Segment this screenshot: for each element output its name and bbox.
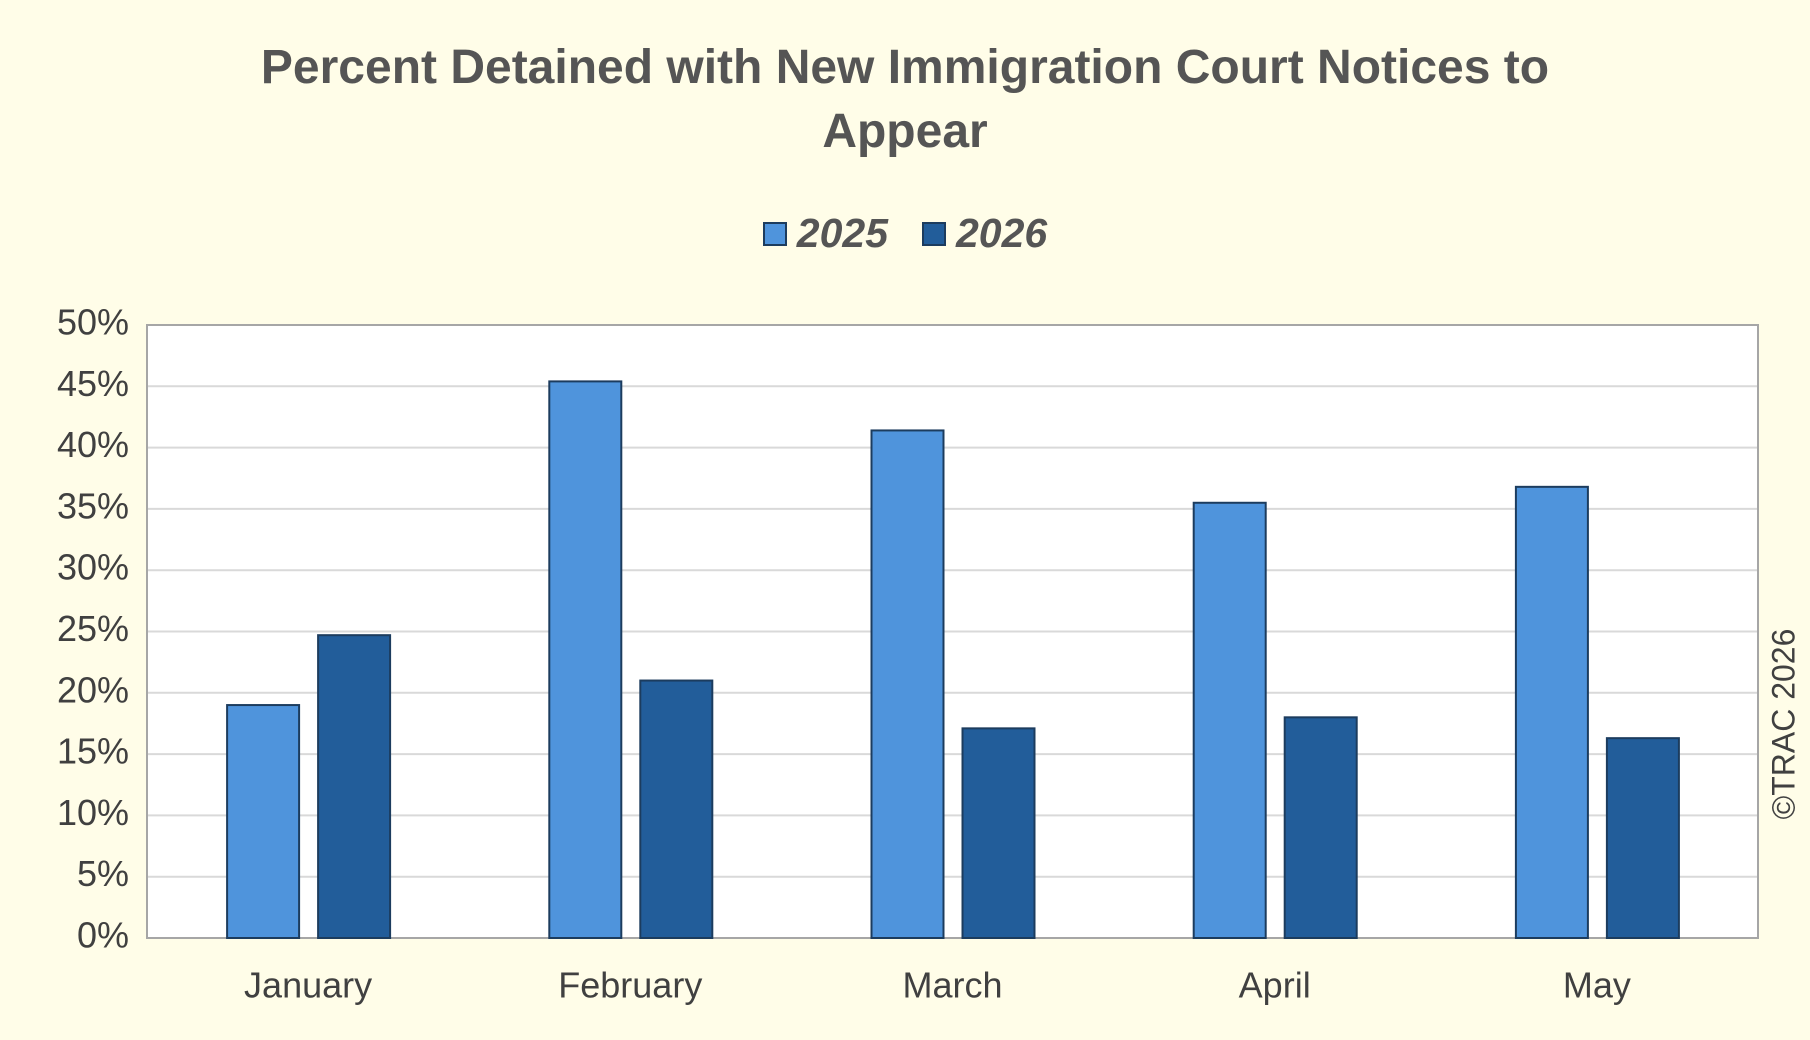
y-tick-label: 45% bbox=[57, 363, 129, 404]
legend-label: 2025 bbox=[796, 210, 888, 256]
y-tick-label: 20% bbox=[57, 669, 129, 710]
x-tick-label: April bbox=[1239, 965, 1311, 1006]
bar bbox=[317, 634, 392, 939]
plot-border bbox=[146, 324, 1759, 939]
chart-title: Percent Detained with New Immigration Co… bbox=[260, 41, 1550, 158]
x-tick-label: February bbox=[558, 965, 702, 1006]
legend-swatch bbox=[922, 221, 946, 246]
y-tick-label: 0% bbox=[77, 915, 129, 956]
y-tick-label: 15% bbox=[57, 731, 129, 772]
x-tick-label: May bbox=[1563, 965, 1631, 1006]
legend-label: 2026 bbox=[956, 210, 1048, 256]
y-tick-label: 5% bbox=[77, 853, 129, 894]
bar bbox=[1283, 716, 1358, 939]
bar bbox=[961, 727, 1036, 939]
y-tick-label: 40% bbox=[57, 424, 129, 465]
x-tick-label: January bbox=[244, 965, 372, 1006]
bar bbox=[226, 704, 301, 939]
y-tick-label: 35% bbox=[57, 485, 129, 526]
bar bbox=[548, 380, 623, 939]
watermark: ©TRAC 2026 bbox=[1765, 629, 1801, 820]
bar bbox=[1605, 737, 1680, 939]
bar bbox=[870, 429, 945, 939]
bar bbox=[1192, 501, 1267, 939]
bar bbox=[639, 679, 714, 939]
legend-swatch bbox=[762, 221, 787, 246]
bar bbox=[1514, 485, 1589, 939]
y-tick-label: 10% bbox=[57, 792, 129, 833]
y-tick-label: 25% bbox=[57, 608, 129, 649]
legend-item: 2025 bbox=[762, 210, 888, 257]
x-tick-label: March bbox=[902, 965, 1002, 1006]
legend: 2025 2026 bbox=[0, 210, 1810, 257]
y-tick-label: 30% bbox=[57, 547, 129, 588]
legend-item: 2026 bbox=[922, 210, 1047, 257]
y-tick-label: 50% bbox=[57, 302, 129, 343]
